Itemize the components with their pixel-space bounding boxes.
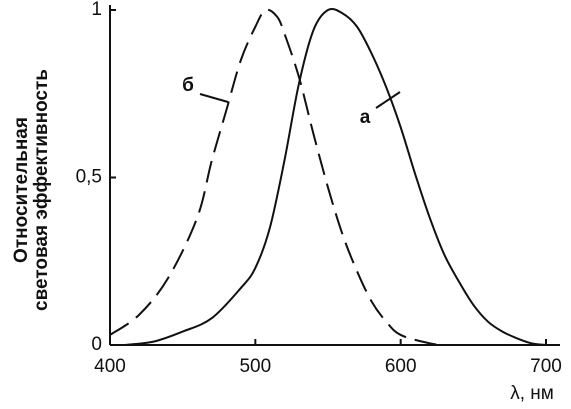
x-tick-label: 600 <box>385 356 417 377</box>
x-tick-label: 500 <box>239 356 271 377</box>
y-label: Относительная световая эффективность <box>11 69 52 311</box>
curve <box>124 7 547 346</box>
curve-label: а <box>360 107 371 128</box>
y-tick-label: 0,5 <box>76 167 102 188</box>
x-tick-label: 400 <box>94 356 126 377</box>
leader-line <box>199 93 229 103</box>
x-label: λ, нм <box>510 383 554 404</box>
y-label-line: световая эффективность <box>31 69 52 311</box>
curve-label: б <box>182 75 194 96</box>
curve <box>109 8 445 346</box>
y-label-line: Относительная <box>11 117 32 263</box>
leader-line <box>375 91 401 109</box>
x-tick-label: 700 <box>530 356 562 377</box>
y-tick-label: 1 <box>91 0 102 20</box>
y-tick-label: 0 <box>91 334 102 355</box>
